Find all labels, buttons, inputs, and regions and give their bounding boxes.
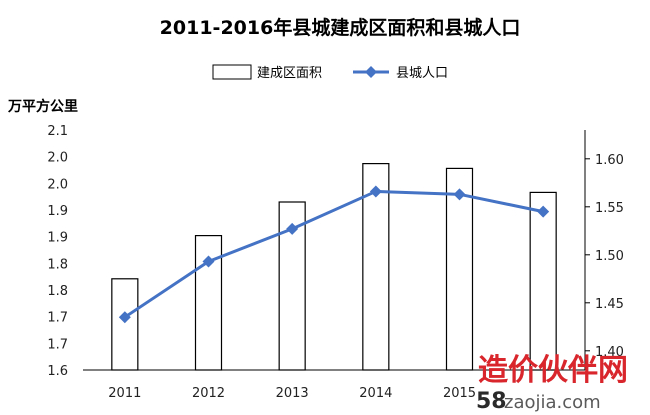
left-tick-label: 1.7 [47,337,68,352]
left-tick-label: 2.0 [47,151,68,166]
x-tick-label: 2012 [192,386,225,401]
bar-series [111,163,557,371]
bar-2015 [445,167,474,371]
population-line [124,189,544,319]
chart-title: 2011-2016年县城建成区面积和县城人口 [160,16,521,39]
left-tick-label: 2.0 [47,177,68,192]
watermark-num: 58 [476,389,507,414]
right-axis-ticks: 1.40 1.45 1.50 1.55 1.60 [585,153,624,360]
watermark-en: zaojia.com [504,392,601,413]
bar-2016 [529,191,557,371]
population-point-2016 [537,205,550,218]
x-tick-label: 2011 [108,386,141,401]
legend-bar-label: 建成区面积 [257,66,322,81]
left-axis-ticks: 1.6 1.7 1.7 1.8 1.8 1.9 1.9 2.0 2.0 2.1 [47,124,68,379]
right-tick-label: 1.50 [595,249,624,264]
watermark: 造价伙伴网 58 zaojia.com [476,353,628,414]
left-tick-label: 1.8 [47,257,68,272]
left-tick-label: 1.9 [47,231,68,246]
left-tick-label: 1.6 [47,364,68,379]
x-tick-label: 2015 [443,386,476,401]
right-tick-label: 1.60 [595,153,624,168]
legend: 建成区面积 县城人口 [212,64,448,81]
population-point-2011 [118,311,131,324]
right-tick-label: 1.40 [595,345,624,360]
left-tick-label: 1.9 [47,204,68,219]
x-tick-label: 2013 [276,386,309,401]
line-series [118,185,550,324]
right-tick-label: 1.45 [595,297,624,312]
bar-2014 [362,163,390,371]
x-tick-label: 2014 [359,386,392,401]
population-point-2014 [369,185,382,198]
watermark-cn: 造价伙伴网 [478,353,628,388]
x-axis-ticks: 2011 2012 2013 2014 2015 [108,386,476,401]
left-tick-label: 1.8 [47,284,68,299]
left-tick-label: 1.7 [47,311,68,326]
y-axis-label: 万平方公里 [7,98,78,115]
legend-bar-swatch [212,64,252,80]
bar-2013 [278,201,306,371]
bar-2011 [111,278,139,371]
legend-line-label: 县城人口 [396,66,448,81]
population-point-2015 [453,188,466,201]
left-tick-label: 2.1 [47,124,68,139]
population-point-2013 [286,222,299,235]
population-point-2012 [202,255,215,268]
legend-line-marker [365,66,377,78]
right-tick-label: 1.55 [595,201,624,216]
